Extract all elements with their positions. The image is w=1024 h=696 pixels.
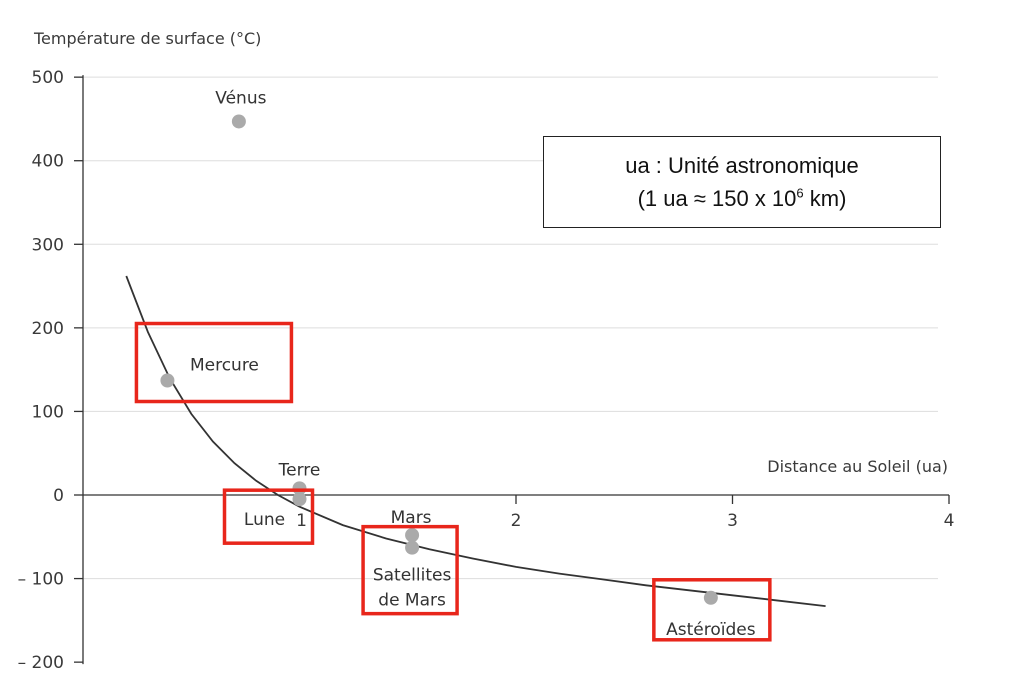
x-axis-title: Distance au Soleil (ua)	[767, 457, 948, 476]
point-label: Vénus	[215, 88, 266, 108]
highlight-box	[222, 488, 315, 545]
x-tick-label: 1	[296, 511, 307, 531]
y-tick-label: 400	[32, 152, 64, 172]
legend-line-2-suffix: km)	[803, 186, 847, 211]
data-point	[292, 492, 307, 507]
legend-line-2-prefix: (1 ua ≈ 150 x 10	[637, 186, 797, 211]
point-label: Astéroïdes	[666, 620, 756, 640]
point-label: Lune	[244, 510, 285, 530]
point-label: Satellites	[373, 566, 452, 586]
legend-box: ua : Unité astronomique (1 ua ≈ 150 x 10…	[543, 136, 941, 228]
legend-line-2: (1 ua ≈ 150 x 106 km)	[638, 182, 847, 215]
legend-line-1: ua : Unité astronomique	[625, 153, 859, 178]
y-tick-label: 300	[32, 235, 64, 255]
y-tick-label: 500	[32, 68, 64, 88]
point-label: Mars	[391, 508, 432, 528]
x-tick-label: 2	[511, 511, 522, 531]
point-labels: Vénus Mercure Terre Lune Mars Satellites de Ma…	[190, 88, 756, 639]
data-point	[160, 373, 175, 388]
point-label: de Mars	[378, 591, 446, 611]
data-point	[703, 590, 718, 605]
grid-lines	[83, 76, 938, 580]
data-point	[405, 528, 420, 543]
y-tick-label: 0	[53, 486, 64, 506]
trend-curve	[125, 275, 826, 607]
y-tick-label: – 200	[18, 653, 64, 673]
data-point	[405, 540, 420, 555]
data-point	[231, 114, 246, 129]
x-tick-label: 3	[727, 511, 738, 531]
point-label: Mercure	[190, 356, 259, 376]
point-label: Terre	[278, 460, 321, 480]
highlight-box	[652, 578, 772, 642]
legend-exponent: 6	[796, 185, 804, 201]
highlight-boxes	[134, 321, 772, 642]
trend-curve-path	[125, 275, 826, 607]
highlight-box	[134, 321, 294, 404]
y-axis-title: Température de surface (°C)	[33, 29, 261, 48]
y-tick-label: – 100	[18, 570, 64, 590]
y-tick-label: 200	[32, 319, 64, 339]
y-tick-label: 100	[32, 402, 64, 422]
x-tick-label: 4	[944, 511, 955, 531]
highlight-box	[361, 524, 459, 616]
axes: 500 400 300 200 100 0 – 100 – 200 1 2 3 4	[18, 68, 955, 673]
